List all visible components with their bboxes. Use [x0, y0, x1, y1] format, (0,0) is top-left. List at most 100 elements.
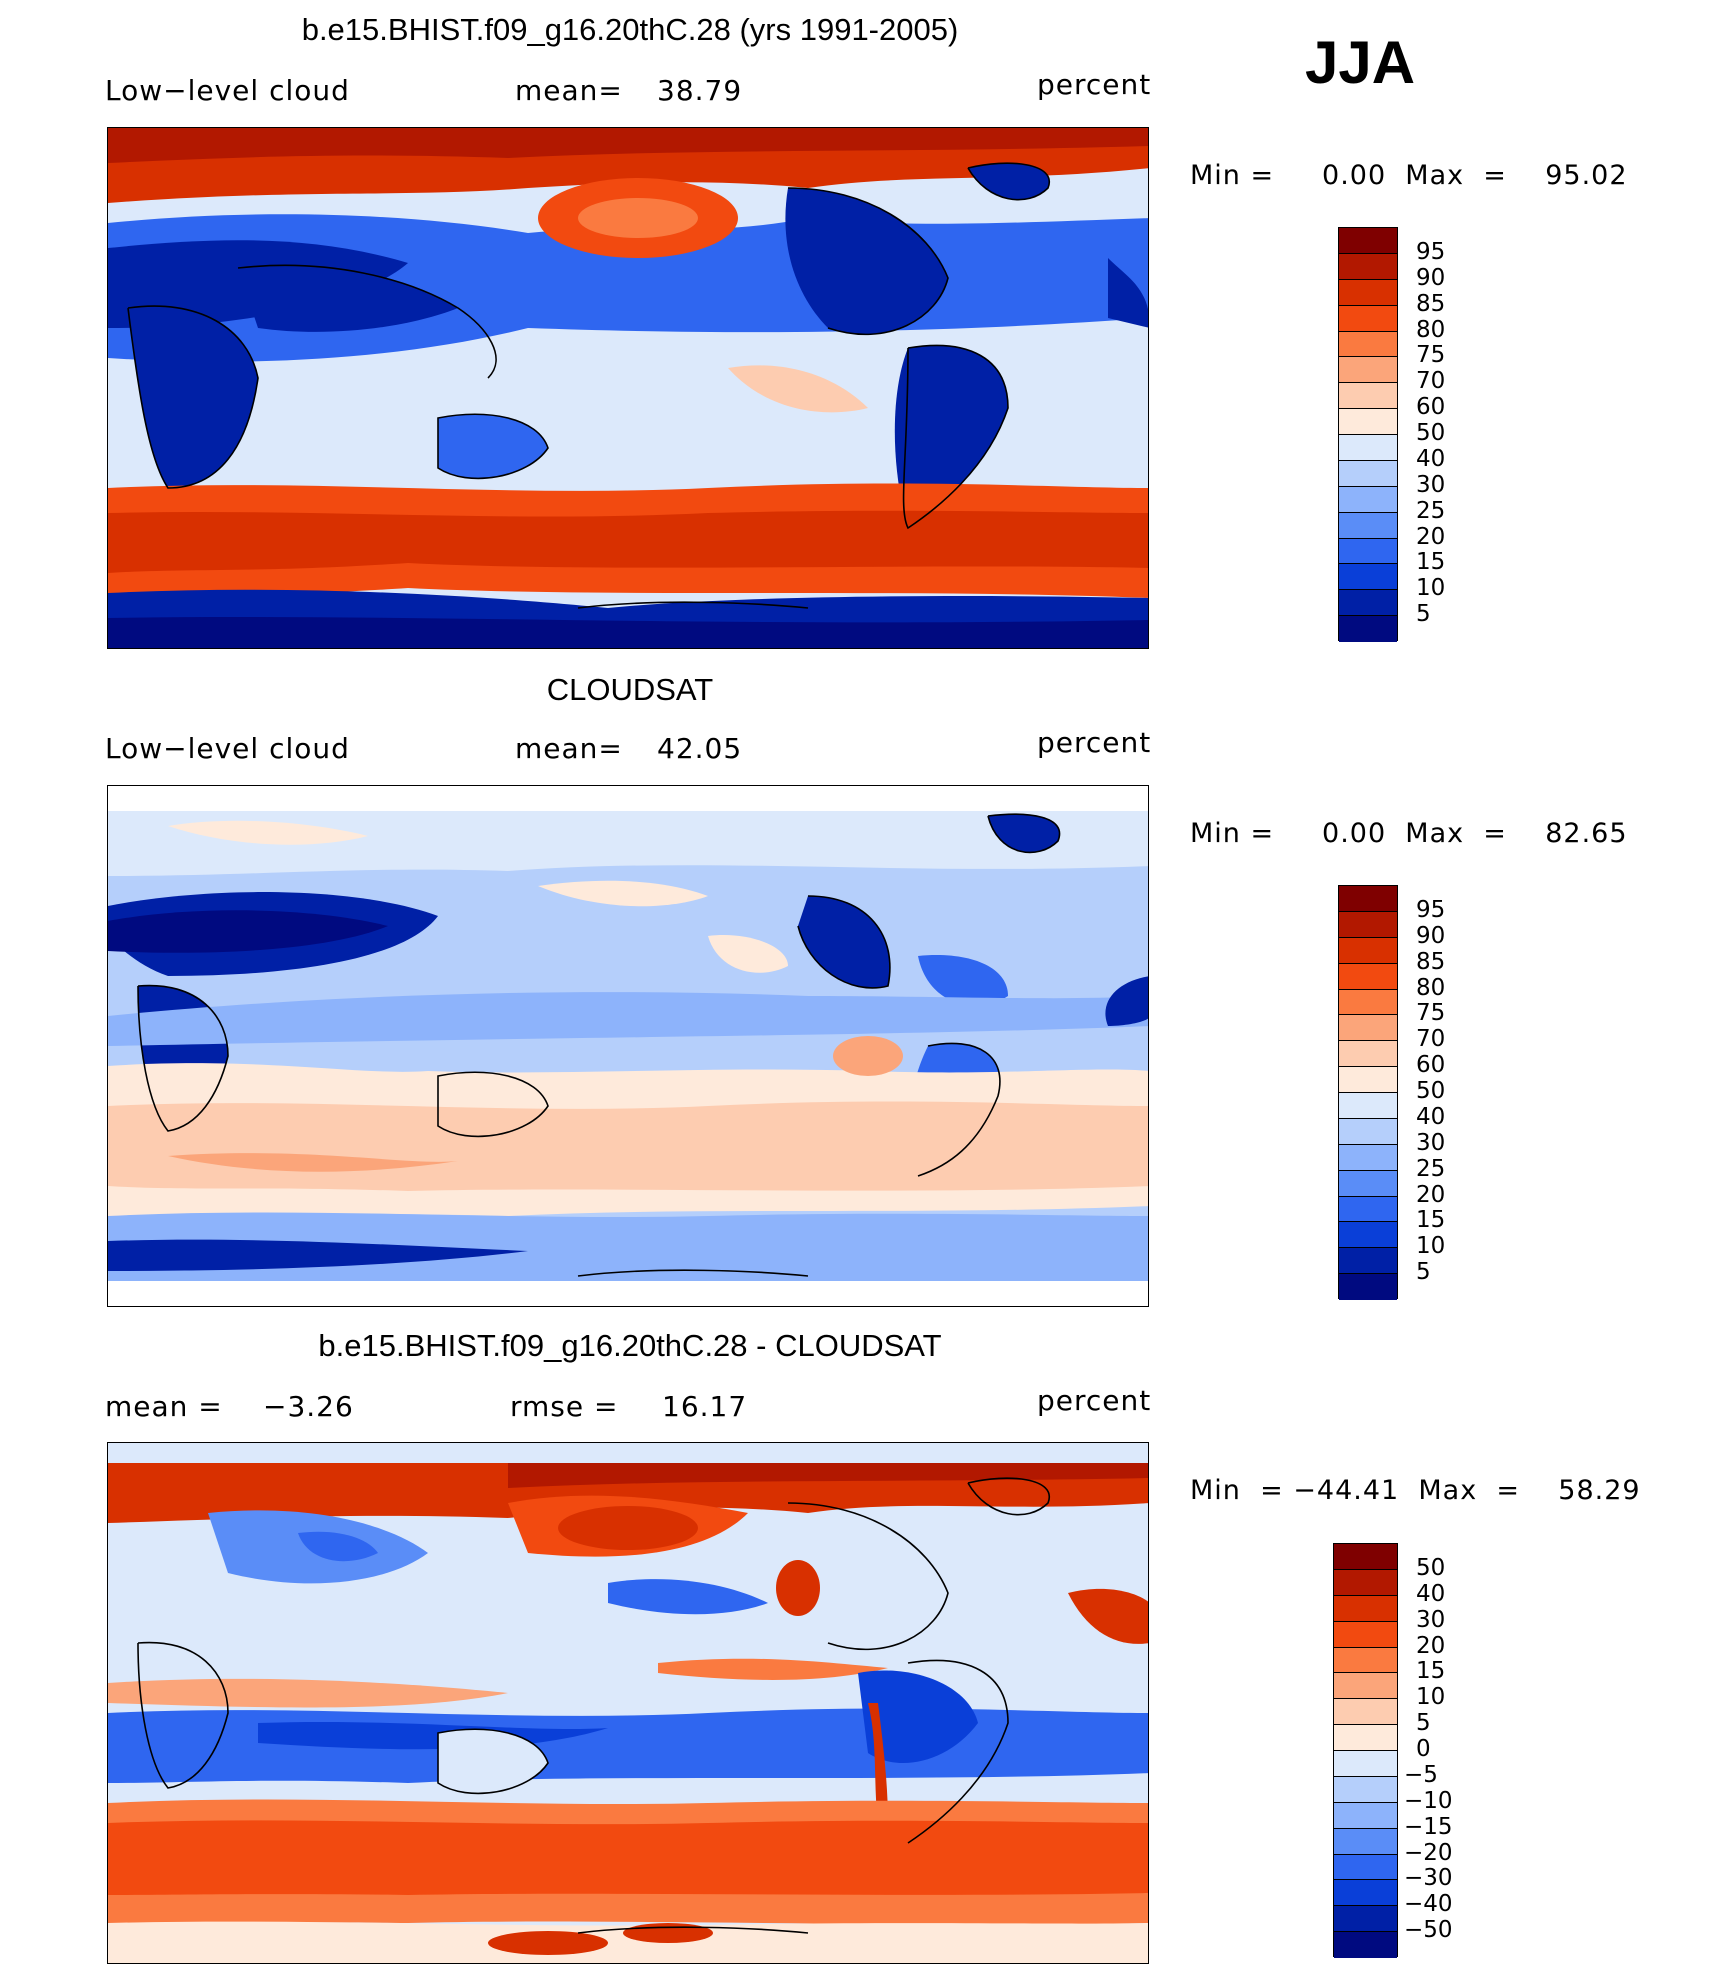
panel1-units: percent	[1037, 68, 1152, 101]
colorbar-segment	[1339, 1248, 1397, 1275]
colorbar-segment	[1339, 253, 1397, 280]
colorbar-tick-label: 20	[1416, 523, 1446, 550]
colorbar-segment	[1339, 1118, 1397, 1145]
colorbar-segment	[1339, 331, 1397, 358]
colorbar-tick-label: 90	[1416, 922, 1446, 949]
colorbar-tick-label: 75	[1416, 342, 1446, 369]
colorbar-tick-label: 85	[1416, 948, 1446, 975]
colorbar-segment	[1339, 616, 1397, 642]
panel3-mean-value: −3.26	[263, 1390, 354, 1423]
colorbar-tick-label: −15	[1404, 1813, 1453, 1840]
colorbar-tick-label: 95	[1416, 238, 1446, 265]
colorbar-tick-label: 5	[1416, 1710, 1431, 1737]
colorbar-segment	[1339, 886, 1397, 912]
colorbar-tick-label: 30	[1416, 471, 1446, 498]
panel3-mean-label: mean =	[105, 1390, 223, 1423]
panel2-colorbar	[1338, 885, 1398, 1300]
panel1-colorbar	[1338, 227, 1398, 642]
colorbar-tick-label: 60	[1416, 394, 1446, 421]
colorbar-tick-label: 15	[1416, 549, 1446, 576]
colorbar-tick-label: 30	[1416, 1606, 1446, 1633]
colorbar-tick-label: 10	[1416, 1233, 1446, 1260]
colorbar-segment	[1339, 1144, 1397, 1171]
colorbar-tick-label: 40	[1416, 445, 1446, 472]
colorbar-segment	[1339, 1196, 1397, 1223]
panel1-variable: Low−level cloud	[105, 74, 350, 107]
panel3-rmse-label: rmse =	[510, 1390, 619, 1423]
colorbar-tick-label: −20	[1404, 1839, 1453, 1866]
panel2-map	[107, 785, 1149, 1307]
colorbar-tick-label: 25	[1416, 497, 1446, 524]
colorbar-segment	[1339, 989, 1397, 1016]
panel3-title: b.e15.BHIST.f09_g16.20thC.28 - CLOUDSAT	[318, 1328, 942, 1363]
colorbar-tick-label: 30	[1416, 1129, 1446, 1156]
panel2-mean-value: 42.05	[657, 732, 743, 765]
colorbar-segment	[1334, 1751, 1397, 1777]
colorbar-tick-label: 15	[1416, 1207, 1446, 1234]
colorbar-segment	[1334, 1880, 1397, 1907]
colorbar-segment	[1339, 228, 1397, 254]
season-label: JJA	[1305, 29, 1416, 96]
colorbar-segment	[1334, 1699, 1397, 1726]
colorbar-tick-label: −10	[1404, 1787, 1453, 1814]
colorbar-segment	[1339, 305, 1397, 332]
colorbar-tick-label: 50	[1416, 420, 1446, 446]
colorbar-segment	[1334, 1673, 1397, 1700]
colorbar-segment	[1339, 1093, 1397, 1119]
panel3-rmse-value: 16.17	[662, 1390, 748, 1423]
panel2-title: CLOUDSAT	[546, 672, 714, 707]
colorbar-segment	[1334, 1595, 1397, 1622]
colorbar-segment	[1334, 1776, 1397, 1803]
colorbar-segment	[1339, 460, 1397, 487]
colorbar-tick-label: 5	[1416, 1259, 1431, 1286]
colorbar-segment	[1334, 1647, 1397, 1674]
panel2-minmax: Min = 0.00 Max = 82.65	[1190, 818, 1628, 849]
colorbar-segment	[1334, 1828, 1397, 1855]
colorbar-tick-label: 10	[1416, 575, 1446, 602]
colorbar-segment	[1339, 937, 1397, 964]
colorbar-tick-label: 80	[1416, 316, 1446, 343]
colorbar-segment	[1334, 1906, 1397, 1933]
colorbar-tick-label: −30	[1404, 1865, 1453, 1892]
colorbar-tick-label: −40	[1404, 1891, 1453, 1918]
colorbar-tick-label: 40	[1416, 1103, 1446, 1130]
colorbar-segment	[1339, 590, 1397, 617]
colorbar-segment	[1334, 1802, 1397, 1829]
panel3-minmax: Min = −44.41 Max = 58.29	[1190, 1475, 1641, 1506]
panel2-variable: Low−level cloud	[105, 732, 350, 765]
colorbar-tick-label: 60	[1416, 1052, 1446, 1079]
colorbar-segment	[1339, 357, 1397, 384]
colorbar-tick-label: 90	[1416, 264, 1446, 291]
colorbar-tick-label: −5	[1404, 1761, 1438, 1788]
colorbar-tick-label: 0	[1416, 1736, 1431, 1762]
colorbar-tick-label: 75	[1416, 1000, 1446, 1027]
colorbar-segment	[1339, 1170, 1397, 1197]
colorbar-segment	[1339, 512, 1397, 539]
panel1-map	[107, 127, 1149, 649]
panel2-map-svg	[108, 786, 1148, 1306]
colorbar-tick-label: 85	[1416, 290, 1446, 317]
colorbar-tick-label: 20	[1416, 1632, 1446, 1659]
colorbar-segment	[1339, 1274, 1397, 1300]
colorbar-tick-label: 5	[1416, 601, 1431, 628]
colorbar-segment	[1334, 1621, 1397, 1648]
colorbar-segment	[1339, 911, 1397, 938]
colorbar-segment	[1339, 383, 1397, 410]
colorbar-segment	[1334, 1725, 1397, 1751]
panel1-mean-label: mean=	[515, 74, 623, 107]
colorbar-segment	[1339, 409, 1397, 435]
colorbar-segment	[1339, 1015, 1397, 1042]
colorbar-segment	[1339, 1067, 1397, 1093]
colorbar-tick-label: 70	[1416, 368, 1446, 395]
panel3-colorbar	[1333, 1543, 1398, 1958]
colorbar-tick-label: 25	[1416, 1155, 1446, 1182]
panel1-title: b.e15.BHIST.f09_g16.20thC.28 (yrs 1991-2…	[301, 12, 959, 47]
colorbar-segment	[1339, 538, 1397, 565]
colorbar-segment	[1339, 564, 1397, 591]
panel1-mean-value: 38.79	[657, 74, 743, 107]
colorbar-tick-label: 70	[1416, 1026, 1446, 1053]
panel3-map	[107, 1442, 1149, 1964]
colorbar-tick-label: 20	[1416, 1181, 1446, 1208]
colorbar-tick-label: 15	[1416, 1658, 1446, 1685]
colorbar-segment	[1339, 486, 1397, 513]
